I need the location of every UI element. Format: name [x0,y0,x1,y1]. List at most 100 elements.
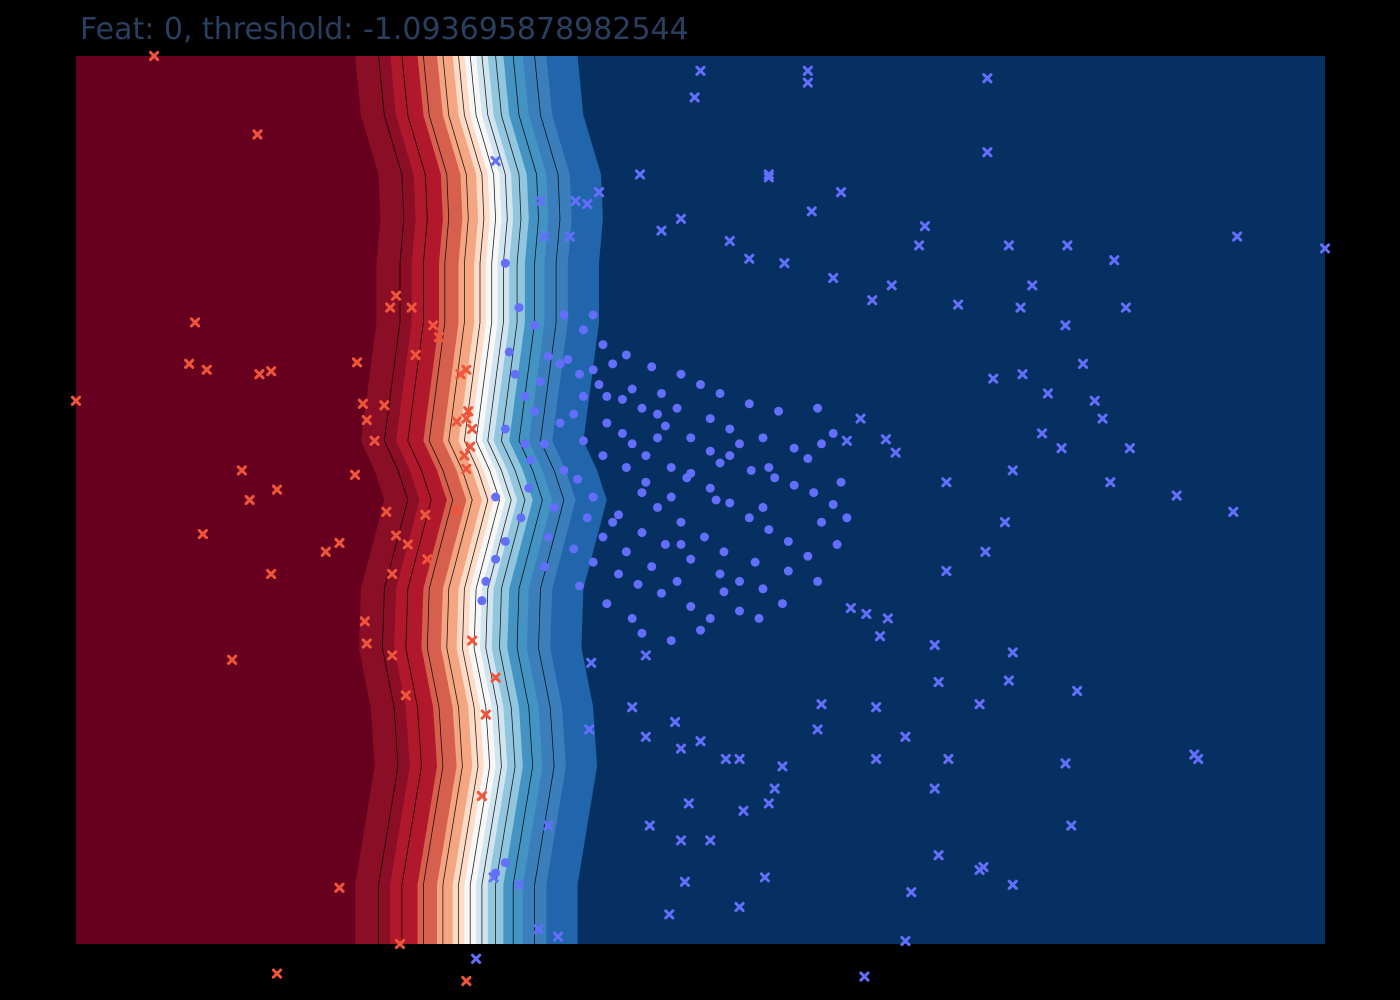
point-series0-1 [252,129,263,140]
point-series1-60 [929,639,940,651]
point-series2-1 [514,303,524,313]
point-series0-23 [369,435,380,446]
point-series0-35 [197,528,208,540]
point-series2-53 [836,477,846,487]
point-series1-87 [763,798,774,809]
point-series0-10 [201,364,212,375]
point-series2-45 [705,483,715,493]
point-series0-22 [361,414,372,426]
point-series1-16 [913,240,925,251]
point-series2-63 [719,587,729,597]
point-series2-57 [588,557,598,567]
point-series2-43 [666,462,676,472]
point-series1-13 [835,187,847,198]
point-series1-9 [593,187,605,198]
point-series0-11 [254,369,265,380]
point-series1-68 [812,724,823,735]
point-series2-20 [530,406,540,416]
point-series1-0 [695,65,706,76]
point-series2-64 [735,606,745,616]
point-series0-12 [266,366,277,377]
point-series1-34 [1120,302,1132,313]
point-series2-119 [686,468,696,478]
point-series2-7 [617,394,627,404]
point-series0-24 [467,423,478,435]
point-series1-31 [867,295,878,306]
point-series1-26 [539,231,550,242]
point-series2-105 [578,436,588,446]
point-series2-117 [666,636,676,646]
point-series2-26 [614,510,624,520]
point-series1-74 [1072,685,1083,697]
point-series2-13 [725,451,735,461]
point-series2-134 [711,495,721,505]
point-series1-7 [982,147,993,158]
point-series1-19 [1109,255,1120,266]
point-series1-99 [679,876,690,887]
point-series0-31 [244,494,255,506]
point-series2-121 [735,439,745,449]
point-series1-1 [802,65,813,76]
point-series2-62 [705,613,715,623]
point-series1-104 [552,931,564,942]
point-series1-10 [535,195,546,207]
point-series1-76 [871,753,882,765]
point-series2-23 [559,465,569,475]
point-series1-102 [513,879,525,890]
point-series2-19 [842,513,852,523]
point-series0-51 [476,790,488,802]
point-series1-40 [1077,358,1089,369]
point-series1-3 [689,92,700,103]
point-series0-34 [451,505,462,516]
point-series1-47 [855,413,866,424]
point-series2-22 [526,455,536,465]
point-series2-30 [715,569,725,579]
point-series2-16 [789,480,799,490]
point-series1-93 [943,753,954,765]
point-series0-4 [428,320,439,331]
point-series2-95 [750,557,760,567]
point-series1-8 [634,169,646,180]
point-series2-76 [715,388,725,398]
point-series0-13 [351,357,363,368]
point-series2-24 [573,474,583,484]
point-series2-68 [530,320,540,330]
point-series1-59 [1007,647,1018,658]
point-series2-54 [516,513,526,523]
point-series2-97 [621,547,631,557]
point-series2-80 [588,365,598,375]
point-series2-79 [563,354,573,364]
point-series2-106 [598,451,608,461]
point-series0-54 [271,968,283,979]
point-series0-42 [422,554,433,565]
point-series0-27 [461,463,472,475]
point-series1-12 [570,195,581,207]
point-series0-9 [184,358,195,369]
point-series2-59 [633,579,643,589]
point-series1-64 [861,608,872,620]
point-series0-19 [463,406,474,417]
point-series0-37 [390,530,402,541]
point-series2-111 [816,517,826,527]
point-series1-11 [582,198,593,210]
point-series2-130 [477,596,487,606]
point-series1-114 [859,971,870,982]
point-series0-48 [400,690,411,701]
point-series2-90 [637,488,647,498]
point-series2-31 [735,576,745,586]
point-series0-20 [461,413,472,424]
point-series2-127 [510,369,520,379]
point-series2-49 [783,536,793,546]
point-series1-53 [999,517,1011,528]
point-series2-85 [705,414,715,424]
point-series2-94 [719,547,729,557]
point-series2-116 [637,628,647,638]
point-series0-16 [70,395,82,406]
point-series0-29 [459,450,470,461]
point-series2-113 [758,502,768,512]
point-series0-32 [381,506,392,517]
point-series2-25 [588,492,598,502]
point-series0-6 [433,332,445,343]
point-series2-65 [491,492,501,502]
